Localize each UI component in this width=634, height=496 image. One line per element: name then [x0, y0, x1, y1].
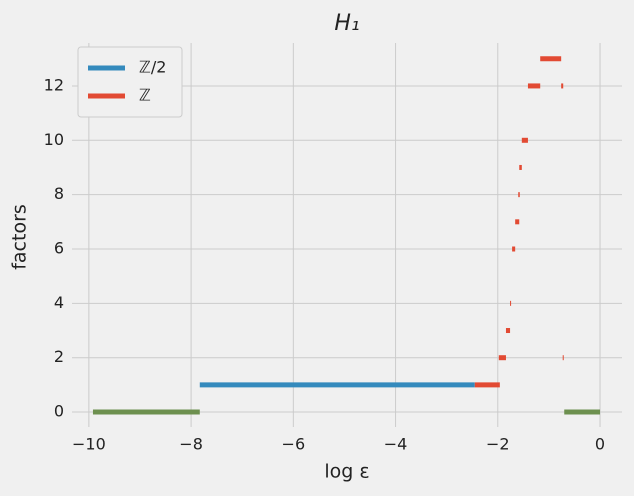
x-tick-label: −8 [179, 435, 203, 454]
x-axis-label: log ε [324, 461, 369, 483]
plot-area [92, 56, 601, 415]
legend-label: ℤ/2 [139, 58, 166, 77]
chart-title: H₁ [334, 11, 359, 36]
y-tick-label: 4 [54, 293, 64, 312]
y-tick-label: 8 [54, 184, 64, 203]
y-tick-label: 2 [54, 347, 64, 366]
y-axis-label: factors [9, 204, 31, 270]
y-tick-label: 6 [54, 238, 64, 257]
grid: −10 −8 −6 −4 −2 0 0 2 4 6 8 10 12 [44, 43, 622, 454]
x-tick-label: 0 [595, 435, 605, 454]
y-tick-label: 0 [54, 402, 64, 421]
x-tick-label: −6 [282, 435, 306, 454]
x-tick-label: −4 [384, 435, 408, 454]
y-tick-label: 12 [44, 75, 64, 94]
x-tick-label: −10 [72, 435, 106, 454]
legend-label: ℤ [139, 86, 151, 105]
legend-box [77, 46, 183, 118]
y-tick-label: 10 [44, 130, 64, 149]
x-tick-label: −2 [486, 435, 510, 454]
legend: ℤ/2 ℤ [77, 46, 183, 118]
